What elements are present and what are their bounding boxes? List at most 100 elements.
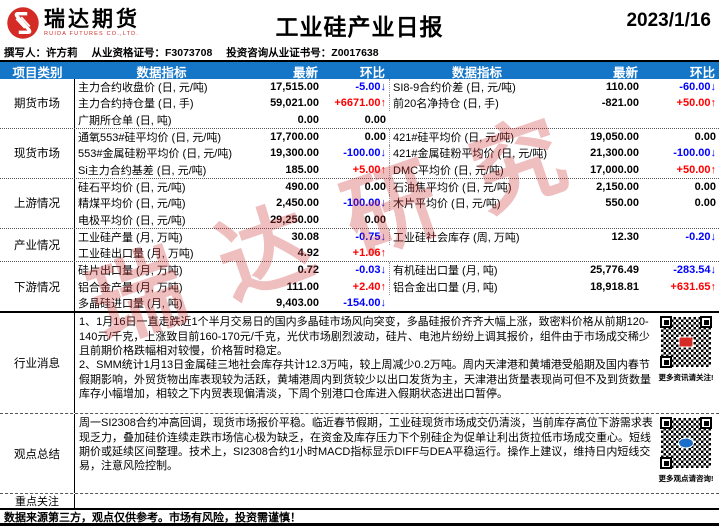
table-row: 工业硅出口量 (月, 万吨) 4.92 +1.06↑ — [75, 245, 719, 261]
qr-code-summary — [659, 416, 713, 471]
brand-logo-icon — [7, 7, 39, 39]
col-header-latest-right: 最新 — [612, 66, 638, 80]
indicator-label: DMC平均价 (日, 元/吨) — [389, 161, 565, 178]
category-label: 行业消息 — [0, 313, 75, 414]
table-row: 主力合约持仓量 (日, 手) 59,021.00 +6671.00↑ 前20名净持仓 … — [75, 95, 719, 112]
brand-logo-icon — [678, 336, 694, 348]
disclaimer-bar: 数据来源第三方，观点仅供参考。市场有风险，投资需谨慎！ — [0, 508, 719, 526]
change-value: +2.40↑ — [352, 280, 386, 293]
viewpoint-text: 周一SI2308合约冲高回调，现货市场报价平稳。临近春节假期，工业硅现货市场成交… — [79, 417, 653, 473]
change-value: +5.00↑ — [352, 163, 386, 176]
change-value: -100.00↓ — [343, 197, 386, 210]
change-value: +631.65↑ — [670, 280, 716, 293]
author-line: 撰写人：许方莉 从业资格证号：F3073708 投资咨询从业证书号：Z00176… — [0, 44, 719, 60]
latest-value: -821.00 — [601, 97, 639, 110]
indicator-label: Si主力合约基差 (日, 元/吨) — [78, 164, 207, 177]
category-label: 观点总结 — [0, 414, 75, 494]
col-header-latest-left: 最新 — [292, 66, 318, 80]
table-section: 产业情况 工业硅产量 (月, 万吨) 30.08 -0.75↓ 工业硅社会库存 (周, … — [0, 227, 719, 262]
qr-caption: 更多观点请咨询! — [658, 474, 714, 484]
indicator-label: 多晶硅进口量 (月, 吨) — [78, 298, 183, 310]
indicator-label: 石油焦平均价 (日, 元/吨) — [389, 178, 565, 195]
qr-finder-icon — [660, 457, 672, 470]
latest-value: 550.00 — [605, 197, 639, 210]
news-paragraph: 1、1月16日一直走跌近1个半月交易日的国内多晶硅市场风向突变，多晶硅报价齐齐大… — [79, 316, 650, 357]
latest-value: 17,000.00 — [590, 163, 639, 176]
change-value: -100.00↓ — [673, 147, 716, 160]
indicator-label: 铝合金出口量 (月, 吨) — [389, 278, 565, 295]
latest-value: 30.08 — [291, 230, 319, 243]
latest-value: 12.30 — [611, 230, 639, 243]
table-section: 现货市场 通氧553#硅平均价 (日, 元/吨) 17,700.00 0.00 421#… — [0, 127, 719, 178]
company-logo: 瑞达期货 RUIDA FUTURES CO.,LTD. — [6, 6, 140, 40]
table-row: 硅片出口量 (月, 万吨) 0.72 -0.03↓ 有机硅出口量 (月, 吨) 25,7… — [75, 262, 719, 279]
change-value: 0.00 — [364, 113, 386, 126]
change-value: 0.00 — [694, 180, 716, 193]
indicator-label: 421#硅平均价 (日, 元/吨) — [389, 129, 565, 146]
latest-value: 17,515.00 — [270, 81, 319, 94]
change-value: -5.00↓ — [355, 81, 386, 94]
change-value: 0.00 — [694, 197, 716, 210]
section-rows: 工业硅产量 (月, 万吨) 30.08 -0.75↓ 工业硅社会库存 (周, 万吨) 1… — [75, 228, 719, 262]
qualification-no: 从业资格证号：F3073708 — [91, 46, 213, 59]
qr-caption: 更多资讯请关注! — [658, 373, 714, 383]
indicator-label: 421#金属硅粉平均价 (日, 元/吨) — [389, 145, 565, 162]
indicator-label: 主力合约持仓量 (日, 手) — [78, 98, 194, 111]
section-rows: 硅石平均价 (日, 元/吨) 490.00 0.00 石油焦平均价 (日, 元/吨) 2… — [75, 178, 719, 228]
latest-value: 4.92 — [297, 247, 319, 260]
table-row: 铝合金产量 (月, 万吨) 111.00 +2.40↑ 铝合金出口量 (月, 吨) 18… — [75, 278, 719, 295]
indicator-label: 广期所仓单 (日, 吨) — [78, 114, 172, 127]
table-row: 精煤平均价 (日, 元/吨) 2,450.00 -100.00↓ 木片平均价 (日, … — [75, 195, 719, 212]
indicator-label: 精煤平均价 (日, 元/吨) — [78, 198, 186, 211]
latest-value: 0.00 — [297, 113, 319, 126]
col-header-indicator-right: 数据指标 — [451, 66, 502, 80]
indicator-label: SI8-9合约价差 (日, 元/吨) — [389, 79, 565, 96]
latest-value: 185.00 — [285, 163, 319, 176]
disclaimer-text: 数据来源第三方，观点仅供参考。市场有风险，投资需谨慎！ — [4, 511, 301, 524]
table-row: Si主力合约基差 (日, 元/吨) 185.00 +5.00↑ DMC平均价 (日, … — [75, 161, 719, 178]
qr-code-news — [659, 315, 713, 370]
latest-value: 19,300.00 — [270, 147, 319, 160]
indicator-label: 工业硅产量 (月, 万吨) — [78, 231, 183, 244]
qr-finder-icon — [660, 417, 672, 430]
key-focus-section: 重点关注 — [0, 493, 719, 509]
indicator-label: 工业硅社会库存 (周, 万吨) — [389, 228, 565, 245]
change-value: -154.00↓ — [343, 297, 386, 309]
category-label: 上游情况 — [0, 178, 75, 228]
latest-value: 0.72 — [297, 264, 319, 277]
data-table: 项目类别 数据指标 最新 环比 数据指标 最新 环比 期货市场 主力合约收盘价 (… — [0, 60, 719, 312]
news-qr-block: 更多资讯请关注! — [657, 315, 715, 385]
advisor-cert-no: 投资咨询从业证书号：Z0017638 — [226, 46, 379, 59]
change-value: -283.54↓ — [673, 264, 716, 277]
indicator-label: 木片平均价 (日, 元/吨) — [389, 195, 565, 212]
category-label: 期货市场 — [0, 79, 75, 128]
table-row: 通氧553#硅平均价 (日, 元/吨) 17,700.00 0.00 421#硅平均价… — [75, 129, 719, 146]
indicator-label: 主力合约收盘价 (日, 元/吨) — [78, 82, 208, 95]
author: 撰写人：许方莉 — [4, 46, 78, 59]
viewpoint-summary-body: 更多观点请咨询! 周一SI2308合约冲高回调，现货市场报价平稳。临近春节假期，… — [75, 414, 719, 493]
latest-value: 9,403.00 — [276, 297, 319, 309]
latest-value: 490.00 — [285, 180, 319, 193]
indicator-label: 铝合金产量 (月, 万吨) — [78, 281, 183, 294]
change-value: -0.75↓ — [355, 230, 386, 243]
qr-finder-icon — [660, 316, 672, 329]
indicator-label: 硅片出口量 (月, 万吨) — [78, 265, 183, 278]
company-name-en: RUIDA FUTURES CO.,LTD. — [44, 30, 140, 37]
latest-value: 19,050.00 — [590, 131, 639, 144]
section-rows: 主力合约收盘价 (日, 元/吨) 17,515.00 -5.00↓ SI8-9合约价差… — [75, 79, 719, 128]
indicator-label: 有机硅出口量 (月, 吨) — [389, 262, 565, 279]
change-value: +6671.00↑ — [334, 97, 386, 110]
latest-value: 59,021.00 — [270, 97, 319, 110]
table-section: 上游情况 硅石平均价 (日, 元/吨) 490.00 0.00 石油焦平均价 (日, 元… — [0, 177, 719, 228]
table-row: 广期所仓单 (日, 吨) 0.00 0.00 — [75, 112, 719, 128]
change-value: -0.20↓ — [685, 230, 716, 243]
table-section: 期货市场 主力合约收盘价 (日, 元/吨) 17,515.00 -5.00↓ SI8-9… — [0, 79, 719, 128]
indicator-label: 工业硅出口量 (月, 万吨) — [78, 248, 194, 261]
news-paragraph: 2、SMM统计1月13日金属硅三地社会库存共计12.3万吨，较上周减少0.2万吨… — [79, 359, 651, 401]
latest-value: 25,776.49 — [590, 264, 639, 277]
change-value: -100.00↓ — [343, 147, 386, 160]
change-value: 0.00 — [364, 131, 386, 144]
company-name: 瑞达期货 — [44, 7, 140, 31]
section-rows: 通氧553#硅平均价 (日, 元/吨) 17,700.00 0.00 421#硅平均价… — [75, 129, 719, 178]
